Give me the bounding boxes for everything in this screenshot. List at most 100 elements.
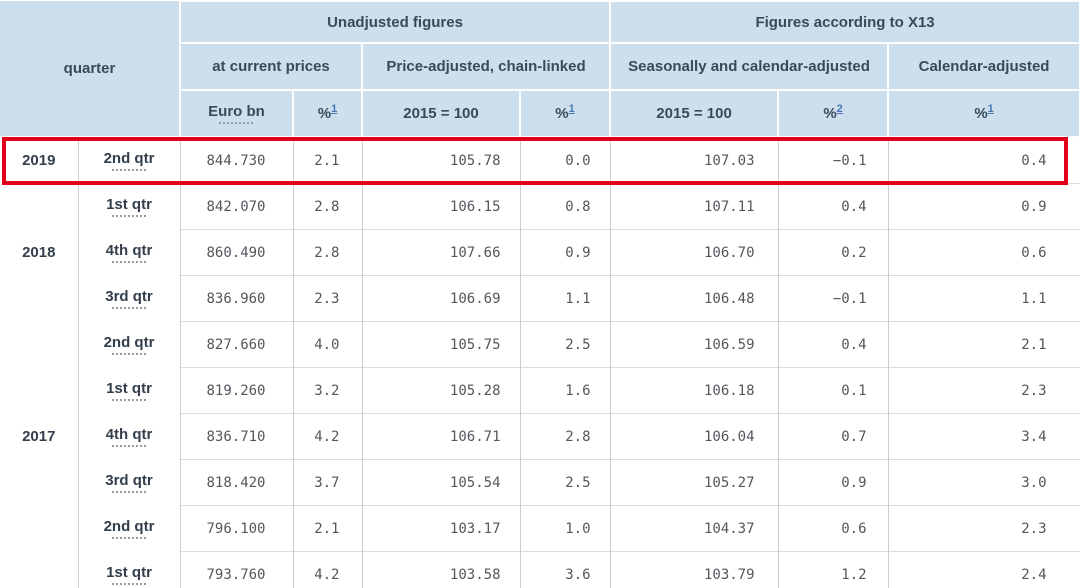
value-cell: 105.28	[361, 367, 520, 414]
footnote-1-link[interactable]: 1	[331, 103, 338, 115]
percent-sign: %	[823, 105, 837, 122]
qtr-abbr: 2nd qtr	[104, 518, 155, 539]
value-cell: 105.54	[361, 459, 520, 506]
column-header-euro-bn: Euro bn	[179, 89, 294, 138]
value-cell: 107.11	[609, 183, 779, 230]
value-cell: 2.5	[519, 459, 611, 506]
value-cell: 2.1	[292, 505, 362, 552]
table-row: 2nd qtr 827.660 4.0 105.75 2.5 106.59 0.…	[0, 321, 1080, 368]
footnote-2-link[interactable]: 2	[836, 103, 843, 115]
value-cell: −0.1	[777, 275, 889, 322]
value-cell: 3.6	[519, 551, 611, 588]
column-header-pct-1: %1	[292, 89, 363, 138]
qtr-abbr: 3rd qtr	[105, 288, 153, 309]
year-cell-2017: 2017	[0, 413, 78, 588]
value-cell: 2.8	[292, 229, 362, 276]
value-cell: 2.1	[292, 137, 362, 184]
value-cell: 0.0	[519, 137, 611, 184]
subgroup-header-price-adjusted: Price-adjusted, chain-linked	[360, 42, 612, 91]
footnote-1-link[interactable]: 1	[568, 103, 575, 115]
group-header-unadjusted: Unadjusted figures	[178, 0, 612, 44]
value-cell: 1.2	[777, 551, 889, 588]
value-cell: 105.27	[609, 459, 779, 506]
footnote-1-link[interactable]: 1	[987, 103, 994, 115]
value-cell: 2.3	[887, 505, 1080, 552]
value-cell: 2.4	[887, 551, 1080, 588]
quarter-cell: 4th qtr	[77, 229, 181, 276]
qtr-abbr: 2nd qtr	[104, 334, 155, 355]
value-cell: 4.2	[292, 551, 362, 588]
qtr-abbr: 4th qtr	[106, 242, 153, 263]
value-cell: 0.1	[777, 367, 889, 414]
value-cell: 0.7	[777, 413, 889, 460]
qtr-abbr: 1st qtr	[106, 196, 152, 217]
value-cell: 827.660	[179, 321, 293, 368]
quarter-cell: 3rd qtr	[77, 459, 181, 506]
value-cell: 106.18	[609, 367, 779, 414]
value-cell: 2.8	[519, 413, 611, 460]
value-cell: 2.3	[887, 367, 1080, 414]
subgroup-header-current-prices: at current prices	[179, 42, 363, 91]
table-row: 1st qtr 819.260 3.2 105.28 1.6 106.18 0.…	[0, 367, 1080, 414]
percent-sign: %	[555, 105, 569, 122]
value-cell: 793.760	[179, 551, 293, 588]
value-cell: 2.1	[887, 321, 1080, 368]
column-header-pct-3: %2	[777, 89, 890, 138]
value-cell: 818.420	[179, 459, 293, 506]
column-header-index-2015-a: 2015 = 100	[361, 89, 521, 138]
value-cell: 105.75	[361, 321, 520, 368]
value-cell: 0.6	[777, 505, 889, 552]
quarter-column-header: quarter	[0, 1, 181, 138]
value-cell: 104.37	[609, 505, 779, 552]
value-cell: 0.4	[777, 183, 889, 230]
year-cell-2019: 2019	[0, 137, 78, 230]
value-cell: 2.5	[519, 321, 611, 368]
value-cell: −0.1	[777, 137, 889, 184]
year-cell-2018: 2018	[0, 229, 78, 414]
subgroup-header-seasonally-adjusted: Seasonally and calendar-adjusted	[609, 42, 890, 91]
qtr-abbr: 3rd qtr	[105, 472, 153, 493]
table-row: 3rd qtr 818.420 3.7 105.54 2.5 105.27 0.…	[0, 459, 1080, 506]
value-cell: 819.260	[179, 367, 293, 414]
value-cell: 842.070	[179, 183, 293, 230]
value-cell: 0.9	[777, 459, 889, 506]
quarter-cell: 2nd qtr	[77, 137, 181, 184]
qtr-abbr: 4th qtr	[106, 426, 153, 447]
quarter-cell: 1st qtr	[77, 183, 181, 230]
euro-bn-abbr: Euro bn	[208, 103, 265, 124]
quarter-cell: 1st qtr	[77, 367, 181, 414]
value-cell: 0.4	[777, 321, 889, 368]
quarter-cell: 2nd qtr	[77, 505, 181, 552]
value-cell: 1.1	[519, 275, 611, 322]
qtr-abbr: 1st qtr	[106, 380, 152, 401]
value-cell: 106.69	[361, 275, 520, 322]
value-cell: 844.730	[179, 137, 293, 184]
column-header-index-2015-b: 2015 = 100	[609, 89, 780, 138]
percent-sign: %	[317, 105, 332, 122]
value-cell: 3.4	[887, 413, 1080, 460]
table-row: 2nd qtr 796.100 2.1 103.17 1.0 104.37 0.…	[0, 505, 1080, 552]
value-cell: 1.1	[887, 275, 1080, 322]
value-cell: 0.4	[887, 137, 1080, 184]
table-row: 2019 2nd qtr 844.730 2.1 105.78 0.0 107.…	[0, 137, 1080, 230]
table-row: 2017 4th qtr 836.710 4.2 106.71 2.8 106.…	[0, 413, 1080, 588]
percent-sign: %	[974, 105, 988, 122]
value-cell: 1.0	[519, 505, 611, 552]
value-cell: 2.3	[292, 275, 362, 322]
value-cell: 0.2	[777, 229, 889, 276]
quarter-cell: 2nd qtr	[77, 321, 181, 368]
value-cell: 836.960	[179, 275, 293, 322]
value-cell: 107.66	[361, 229, 520, 276]
value-cell: 106.04	[609, 413, 779, 460]
subgroup-header-calendar-adjusted: Calendar-adjusted	[887, 42, 1080, 91]
value-cell: 105.78	[361, 137, 520, 184]
value-cell: 103.58	[361, 551, 520, 588]
quarter-cell: 1st qtr	[77, 551, 181, 588]
value-cell: 0.9	[519, 229, 611, 276]
value-cell: 103.17	[361, 505, 520, 552]
value-cell: 106.48	[609, 275, 779, 322]
value-cell: 0.8	[519, 183, 611, 230]
value-cell: 3.2	[292, 367, 362, 414]
value-cell: 796.100	[179, 505, 293, 552]
